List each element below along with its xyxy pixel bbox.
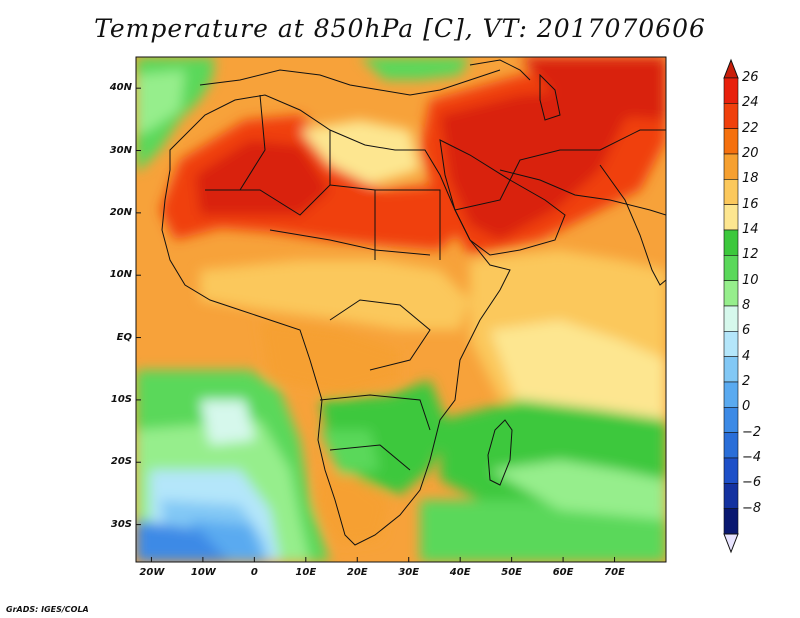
colorbar-swatch bbox=[723, 483, 739, 509]
colorbar-label: 18 bbox=[742, 171, 759, 187]
y-tick-label: 40N bbox=[109, 82, 132, 94]
colorbar-label: −2 bbox=[742, 424, 762, 440]
colorbar-swatch bbox=[723, 432, 739, 459]
colorbar-swatch bbox=[723, 381, 739, 408]
x-tick-label: 20W bbox=[139, 567, 165, 578]
colorbar-top-arrow bbox=[723, 58, 739, 79]
colorbar-label: 14 bbox=[742, 222, 759, 237]
temperature-field bbox=[136, 57, 666, 562]
x-tick-label: 10W bbox=[190, 567, 216, 578]
plot-frame bbox=[135, 56, 667, 563]
colorbar-swatch bbox=[723, 508, 739, 535]
colorbar-swatch bbox=[723, 204, 739, 231]
x-tick-label: 30E bbox=[398, 567, 420, 578]
coastlines bbox=[161, 59, 666, 546]
colorbar-label: 0 bbox=[742, 399, 751, 415]
colorbar-label: 8 bbox=[742, 298, 751, 313]
x-tick-label: 20E bbox=[346, 567, 368, 578]
colorbar-swatch bbox=[723, 179, 739, 205]
y-tick-label: 20S bbox=[110, 456, 132, 468]
colorbar-swatch bbox=[723, 255, 739, 281]
colorbar-label: 24 bbox=[742, 95, 759, 111]
colorbar-label: 4 bbox=[742, 348, 751, 364]
colorbar-swatch bbox=[723, 103, 739, 129]
colorbar-label: 6 bbox=[742, 323, 751, 339]
y-tick-label: 10N bbox=[109, 269, 132, 281]
colorbar-label: 26 bbox=[742, 70, 759, 85]
colorbar-label: 22 bbox=[742, 120, 759, 136]
colorbar-label: −4 bbox=[742, 450, 762, 465]
axis-ticks bbox=[136, 87, 616, 562]
colorbar-swatch bbox=[723, 457, 739, 484]
colorbar-label: 10 bbox=[742, 272, 759, 288]
y-tick-label: 30S bbox=[110, 518, 132, 530]
colorbar-swatch bbox=[723, 305, 739, 332]
colorbar-swatch bbox=[723, 153, 739, 180]
colorbar-swatch bbox=[723, 280, 739, 307]
x-tick-label: 10E bbox=[295, 567, 317, 578]
y-tick-label: 10S bbox=[110, 393, 132, 405]
grads-credit: GrADS: IGES/COLA bbox=[6, 605, 89, 614]
y-tick-label: 30N bbox=[109, 144, 132, 156]
x-tick-label: 50E bbox=[501, 567, 522, 578]
colorbar-label: −8 bbox=[742, 500, 762, 516]
colorbar-label: 2 bbox=[742, 374, 751, 389]
colorbar-label: 20 bbox=[742, 146, 759, 161]
map-title: Temperature at 850hPa [C], VT: 201707060… bbox=[94, 14, 706, 43]
colorbar-swatch bbox=[723, 229, 739, 256]
x-tick-label: 60E bbox=[552, 567, 574, 578]
colorbar-label: 12 bbox=[742, 247, 759, 263]
colorbar-swatch bbox=[723, 128, 739, 155]
colorbar-label: −6 bbox=[742, 475, 762, 491]
y-tick-label: EQ bbox=[116, 331, 132, 343]
colorbar-swatch bbox=[723, 407, 739, 433]
colorbar bbox=[723, 58, 739, 554]
colorbar-label: 16 bbox=[742, 196, 759, 212]
colorbar-swatch bbox=[723, 331, 739, 357]
colorbar-swatch bbox=[723, 356, 739, 383]
colorbar-bottom-arrow bbox=[723, 533, 739, 554]
x-tick-label: 70E bbox=[604, 567, 625, 578]
x-tick-label: 40E bbox=[449, 567, 471, 578]
y-tick-label: 20N bbox=[109, 206, 132, 218]
x-tick-label: 0 bbox=[250, 567, 258, 578]
colorbar-swatch bbox=[723, 77, 739, 104]
